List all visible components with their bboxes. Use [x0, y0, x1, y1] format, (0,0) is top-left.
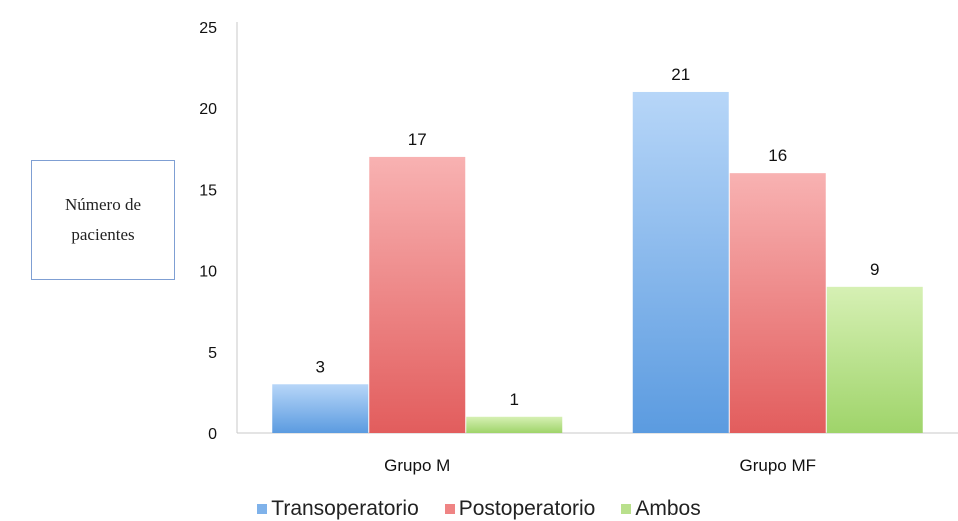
y-tick-label: 25 [199, 20, 217, 37]
x-category-label: Grupo MF [739, 456, 816, 475]
legend-label: Ambos [635, 497, 701, 520]
bar-transoperatorio-1 [272, 384, 369, 433]
legend-item-postoperatorio: Postoperatorio [444, 497, 596, 521]
data-label: 3 [316, 357, 325, 376]
data-labels: 3 17 1 21 16 9 [316, 65, 880, 409]
bar-postoperatorio-1 [369, 156, 466, 434]
legend-item-ambos: Ambos [621, 497, 701, 521]
legend-swatch [621, 504, 632, 514]
legend-item-transoperatorio: Transoperatorio [257, 497, 419, 521]
data-label: 21 [671, 65, 690, 84]
x-category-label: Grupo M [384, 456, 450, 475]
bar-postoperatorio-2 [729, 173, 826, 433]
data-label: 16 [768, 146, 787, 165]
y-tick-label: 5 [208, 345, 217, 362]
y-tick-label: 10 [199, 264, 217, 281]
y-tick-label: 0 [208, 426, 217, 443]
bar-ambos-1 [466, 416, 563, 433]
bars [272, 91, 923, 434]
data-label: 9 [870, 260, 879, 279]
bar-ambos-2 [826, 286, 923, 433]
data-label: 17 [408, 130, 427, 149]
data-label: 1 [510, 390, 519, 409]
legend-swatch [444, 504, 455, 514]
legend: Transoperatorio Postoperatorio Ambos [0, 497, 958, 521]
legend-swatch [257, 504, 268, 514]
legend-label: Transoperatorio [271, 497, 419, 520]
y-tick-label: 15 [199, 182, 217, 199]
y-axis-label: Número de pacientes [31, 160, 175, 280]
y-tick-label: 20 [199, 101, 217, 118]
legend-label: Postoperatorio [458, 497, 596, 520]
bar-transoperatorio-2 [632, 91, 729, 434]
y-axis-label-text: Número de pacientes [64, 195, 141, 244]
